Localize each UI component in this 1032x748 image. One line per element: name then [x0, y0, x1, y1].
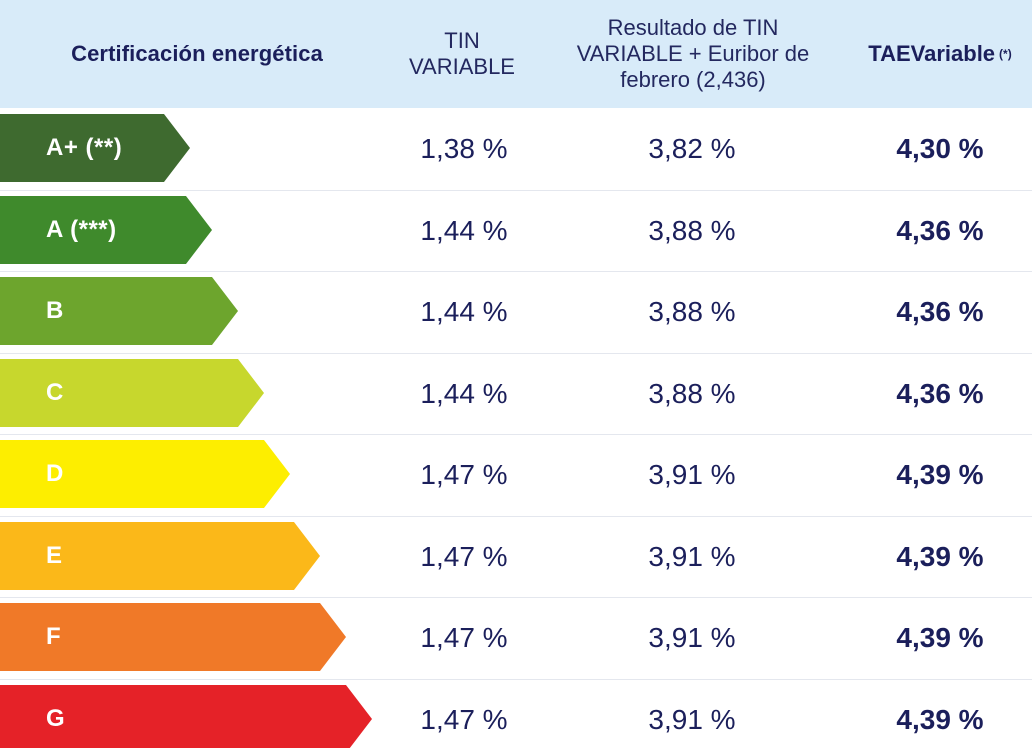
energy-class-label: A+ (**) [46, 134, 123, 161]
energy-class-arrow [0, 603, 346, 671]
table-row: F 1,47 % 3,91 % 4,39 % [0, 597, 1032, 679]
table-row: A (***) 1,44 % 3,88 % 4,36 % [0, 190, 1032, 272]
resultado-value: 3,88 % [648, 296, 736, 327]
header-tae-variable: TAEVariable (*) [848, 0, 1032, 108]
row-divider [0, 434, 1032, 435]
energy-class-arrow [0, 196, 212, 264]
header-resultado-line1: Resultado de TIN [607, 15, 779, 40]
energy-class-arrow [0, 685, 372, 748]
energy-class-label: C [46, 379, 64, 406]
resultado-value: 3,91 % [648, 459, 736, 490]
row-divider [0, 516, 1032, 517]
arrow-shape [0, 359, 264, 427]
table-row: G 1,47 % 3,91 % 4,39 % [0, 679, 1032, 748]
header-resultado: Resultado de TIN VARIABLE + Euribor de f… [548, 0, 838, 108]
energy-class-label: E [46, 542, 63, 569]
header-resultado-line3: febrero (2,436) [620, 67, 766, 92]
arrow-shape [0, 603, 346, 671]
table-header: Certificación energética TIN VARIABLE Re… [0, 0, 1032, 108]
row-divider [0, 190, 1032, 191]
resultado-value: 3,91 % [648, 704, 736, 735]
tin-variable-value: 1,44 % [420, 378, 508, 409]
tae-variable-value: 4,39 % [896, 704, 984, 735]
energy-class-arrow [0, 277, 238, 345]
header-tae-note: (*) [999, 47, 1012, 61]
tae-variable-value: 4,30 % [896, 133, 984, 164]
arrow-shape [0, 522, 320, 590]
tin-variable-value: 1,44 % [420, 296, 508, 327]
table-row: E 1,47 % 3,91 % 4,39 % [0, 516, 1032, 598]
table-row: A+ (**) 1,38 % 3,82 % 4,30 % [0, 108, 1032, 190]
tin-variable-value: 1,47 % [420, 459, 508, 490]
resultado-value: 3,91 % [648, 622, 736, 653]
energy-class-label: G [46, 705, 66, 732]
tae-variable-value: 4,36 % [896, 296, 984, 327]
tae-variable-value: 4,36 % [896, 378, 984, 409]
energy-class-label: A (***) [46, 216, 117, 243]
resultado-value: 3,88 % [648, 215, 736, 246]
energy-class-label: B [46, 297, 64, 324]
energy-class-arrow [0, 440, 290, 508]
row-divider [0, 271, 1032, 272]
row-divider [0, 679, 1032, 680]
arrow-shape [0, 440, 290, 508]
row-divider [0, 597, 1032, 598]
energy-class-arrow [0, 522, 320, 590]
resultado-value: 3,88 % [648, 378, 736, 409]
energy-class-label: F [46, 623, 62, 650]
tae-variable-value: 4,36 % [896, 215, 984, 246]
table-row: C 1,44 % 3,88 % 4,36 % [0, 353, 1032, 435]
header-resultado-line2: VARIABLE + Euribor de [576, 41, 810, 66]
header-certificacion: Certificación energética [71, 41, 323, 66]
tae-variable-value: 4,39 % [896, 541, 984, 572]
resultado-value: 3,82 % [648, 133, 736, 164]
row-divider [0, 353, 1032, 354]
arrow-shape [0, 685, 372, 748]
header-tin-variable: TIN VARIABLE [392, 0, 532, 108]
arrow-shape [0, 196, 212, 264]
energy-class-label: D [46, 460, 64, 487]
tin-variable-value: 1,47 % [420, 541, 508, 572]
energy-class-arrow [0, 359, 264, 427]
tin-variable-value: 1,47 % [420, 704, 508, 735]
header-tin-line1: TIN [444, 28, 480, 53]
arrow-shape [0, 277, 238, 345]
tae-variable-value: 4,39 % [896, 622, 984, 653]
resultado-value: 3,91 % [648, 541, 736, 572]
tin-variable-value: 1,47 % [420, 622, 508, 653]
header-tae-label: TAEVariable [868, 41, 996, 66]
energy-class-arrow [0, 114, 190, 182]
header-tin-line2: VARIABLE [409, 54, 515, 79]
tin-variable-value: 1,38 % [420, 133, 508, 164]
table-row: B 1,44 % 3,88 % 4,36 % [0, 271, 1032, 353]
tin-variable-value: 1,44 % [420, 215, 508, 246]
tae-variable-value: 4,39 % [896, 459, 984, 490]
arrow-shape [0, 114, 190, 182]
table-row: D 1,47 % 3,91 % 4,39 % [0, 434, 1032, 516]
